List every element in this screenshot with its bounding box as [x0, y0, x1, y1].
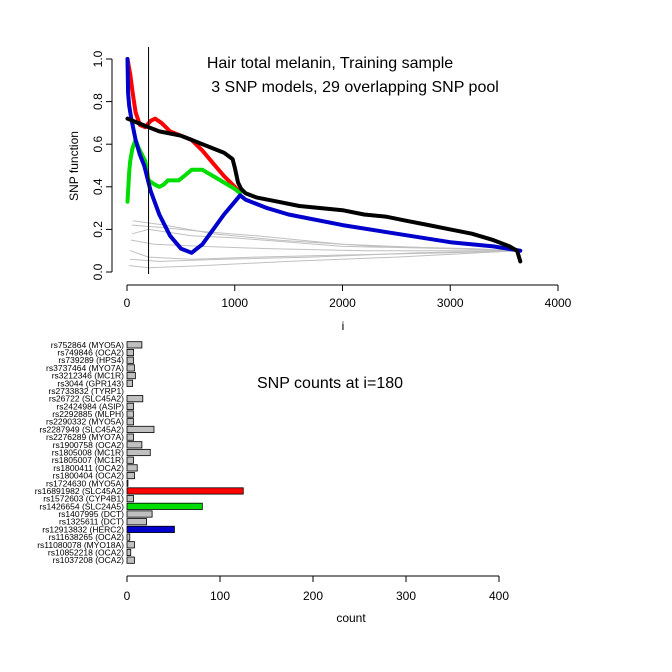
bar-26	[126, 541, 135, 549]
bar-2	[126, 356, 134, 364]
y-tick-label: 0.2	[91, 221, 105, 238]
x-axis-label: i	[342, 319, 345, 333]
bar-27	[126, 548, 132, 557]
category-label: rs3212346 (MC1R)	[52, 371, 124, 381]
category-label: rs1037208 (OCA2)	[53, 555, 125, 565]
category-label: rs1805008 (MC1R)	[52, 448, 124, 458]
x-tick-label: 3000	[437, 296, 464, 310]
line-chart-axes: 0 1000 2000 3000 4000 0.0 0.2 0.4 0.6 0.8 1.0	[91, 50, 572, 310]
bar-13	[126, 441, 143, 449]
category-label: rs2276289 (MYO7A)	[46, 432, 124, 442]
y-tick-label: 1.0	[91, 50, 105, 67]
bar-18	[126, 479, 129, 487]
bar-21	[126, 502, 203, 510]
bar-28	[126, 556, 135, 564]
bar-11	[126, 425, 155, 433]
y-tick-label: 0.8	[91, 93, 105, 110]
category-label: rs11638265 (OCA2)	[49, 532, 125, 542]
series-line-3	[125, 116, 523, 264]
chart-title-line-1: Hair total melanin, Training sample	[207, 55, 453, 72]
category-label: rs752864 (MYO5A)	[51, 340, 124, 350]
y-axis-label: SNP function	[67, 131, 81, 201]
category-label: rs16891982 (SLC45A2)	[35, 486, 124, 496]
category-label: rs749846 (OCA2)	[57, 348, 124, 358]
bar-16	[126, 464, 138, 472]
category-label: rs2424984 (ASIP)	[56, 401, 124, 411]
snp-counts-bar-chart: SNP counts at i=180 rs752864 (MYO5A)rs74…	[35, 340, 510, 625]
bar-8	[126, 402, 134, 410]
bar-group	[126, 341, 244, 564]
bar-9	[126, 410, 134, 418]
bar-7	[126, 395, 144, 403]
category-label: rs3737464 (MYO7A)	[46, 363, 124, 373]
bar-17	[126, 472, 135, 480]
series-line-10	[129, 250, 521, 262]
bar-chart-title: SNP counts at i=180	[257, 375, 403, 392]
bar-22	[126, 510, 153, 518]
y-tick-label: 0.6	[91, 136, 105, 153]
bar-14	[126, 448, 151, 457]
bar-15	[126, 456, 134, 464]
category-label: rs1724630 (MYO5A)	[46, 478, 124, 488]
chart-title-line-2: 3 SNP models, 29 overlapping SNP pool	[211, 79, 499, 96]
bar-20	[126, 495, 134, 503]
series-line-0	[125, 57, 243, 196]
line-series-group	[125, 57, 523, 269]
y-tick-label: 0.0	[91, 263, 105, 280]
bar-x-tick-label: 200	[303, 589, 323, 603]
bar-x-axis-label: count	[336, 611, 366, 625]
bar-24	[126, 525, 175, 533]
category-label: rs1426654 (SLC24A5)	[39, 501, 124, 511]
category-label: rs3044 (GPR143)	[57, 378, 124, 388]
x-tick-label: 1000	[221, 296, 248, 310]
series-line-1	[125, 137, 243, 204]
bar-3	[126, 364, 135, 372]
bar-23	[126, 518, 147, 526]
bar-1	[126, 348, 134, 357]
category-label: rs1800411 (OCA2)	[53, 463, 124, 473]
y-tick-label: 0.4	[91, 178, 105, 195]
series-line-7	[130, 239, 521, 252]
category-label: rs2292885 (MLPH)	[52, 409, 124, 419]
bar-4	[126, 372, 136, 380]
x-tick-label: 4000	[545, 296, 572, 310]
x-tick-label: 2000	[329, 296, 356, 310]
series-line-8	[128, 250, 521, 269]
bar-chart-axes: 0 100 200 300 400	[124, 575, 509, 603]
category-label: rs10852218 (OCA2)	[48, 547, 124, 557]
category-label: rs739289 (HPS4)	[58, 355, 124, 365]
category-label: rs1325611 (DCT)	[59, 517, 124, 527]
bar-10	[126, 418, 134, 426]
category-label: rs26722 (SLC45A2)	[49, 394, 124, 404]
category-label: rs1900758 (OCA2)	[53, 440, 125, 450]
bar-x-tick-label: 400	[489, 589, 509, 603]
series-line-2	[125, 57, 523, 255]
category-label: rs11080078 (MYO18A)	[37, 540, 124, 550]
bar-x-tick-label: 300	[396, 589, 416, 603]
bar-x-tick-label: 0	[124, 589, 131, 603]
x-tick-label: 0	[124, 296, 131, 310]
category-label: rs2290332 (MYO5A)	[46, 417, 124, 427]
category-label: rs1407995 (DCT)	[58, 509, 124, 519]
bar-5	[126, 379, 133, 387]
bar-25	[126, 533, 131, 541]
bar-12	[126, 433, 134, 441]
category-label: rs2287949 (SLC45A2)	[39, 424, 124, 434]
category-label: rs1800404 (OCA2)	[53, 471, 125, 481]
category-label: rs12913832 (HERC2)	[42, 524, 124, 534]
bar-0	[126, 341, 143, 349]
category-label: rs2733832 (TYRP1)	[48, 386, 124, 396]
category-label: rs1572603 (CYP4B1)	[43, 494, 124, 504]
snp-function-line-chart: Hair total melanin, Training sample 3 SN…	[67, 47, 572, 333]
category-label-group: rs752864 (MYO5A)rs749846 (OCA2)rs739289 …	[35, 340, 124, 565]
bar-x-tick-label: 100	[210, 589, 230, 603]
series-line-5	[131, 224, 521, 252]
category-label: rs1805007 (MC1R)	[52, 455, 124, 465]
bar-19	[126, 487, 244, 495]
